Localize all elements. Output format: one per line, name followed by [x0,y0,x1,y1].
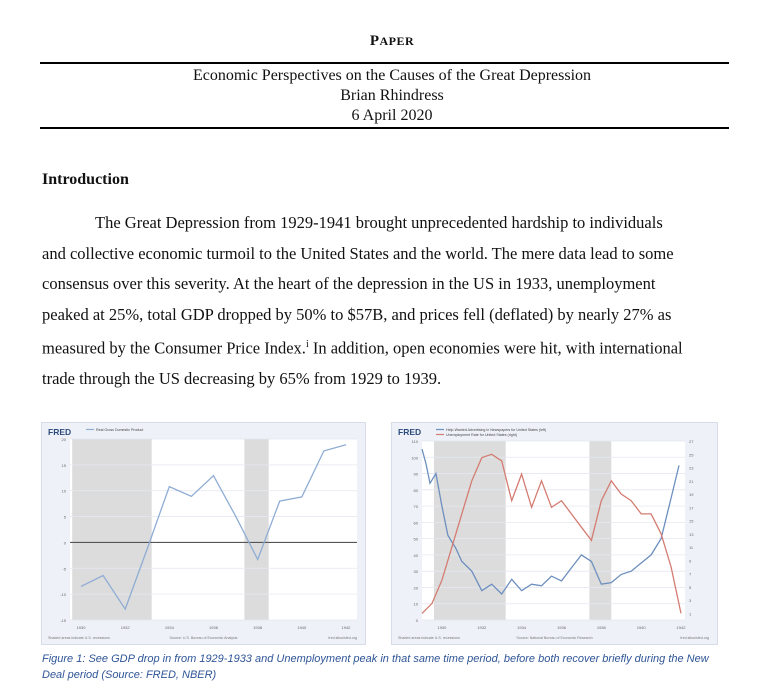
y-tick-label-right: 11 [689,545,694,550]
y-tick-label: 110 [412,439,419,444]
gdp-chart: -15 -10 -5 0 5 10 15 20 1930 1932 1934 1936 1938 1940… [41,422,366,645]
y-tick-label: 40 [414,553,419,558]
y-tick-label: 90 [414,472,419,477]
recession-band [244,439,269,620]
footer-source: Source: National Bureau of Economic Rese… [516,636,592,640]
y-tick-label: 20 [62,437,67,442]
recession-band [589,441,612,620]
title-block: Economic Perspectives on the Causes of t… [0,66,784,126]
y-tick-label-right: 25 [689,452,694,457]
y-tick-label: 20 [414,585,419,590]
y-tick-label: 50 [414,537,419,542]
paper-label-initial: P [369,33,380,49]
y-tick-label: 10 [414,602,419,607]
x-tick-label: 1940 [637,625,647,630]
series-line [421,453,682,614]
unemployment-chart-svg: 0102030405060708090100110135791113151719… [398,427,709,640]
y-tick-label: 100 [411,455,418,460]
y-tick-label: 5 [64,515,67,520]
fred-logo: FRED [48,427,71,437]
x-tick-label: 1934 [165,625,175,630]
y-tick-label: -15 [60,618,67,623]
paragraph-line: consensus over this severity. At the hea… [42,274,656,293]
footer-url: fred.stlouisfed.org [680,636,709,640]
x-tick-label: 1942 [677,625,687,630]
series-line [421,448,680,596]
x-tick-label: 1936 [209,625,219,630]
y-tick-label: 30 [414,569,419,574]
y-tick-label-right: 3 [689,598,692,603]
y-tick-label-right: 7 [689,572,692,577]
intro-paragraph: The Great Depression from 1929-1941 brou… [42,208,732,395]
paper-label-rest: APER [379,34,415,48]
paper-title: Economic Perspectives on the Causes of t… [192,67,592,84]
x-tick-label: 1938 [253,625,263,630]
paragraph-line: The Great Depression from 1929-1941 brou… [95,213,663,232]
paper-label: PAPER [0,33,784,50]
x-tick-label: 1942 [342,625,352,630]
footer-note: Shaded areas indicate U.S. recessions [48,636,110,640]
legend-label: Help-Wanted Advertising in Newspapers fo… [446,428,546,432]
section-heading: Introduction [42,171,129,188]
y-tick-label-right: 15 [689,519,694,524]
top-rule [40,62,729,64]
paragraph-line: measured by the Consumer Price Index.i I… [42,330,732,364]
x-tick-label: 1932 [121,625,131,630]
x-tick-label: 1936 [557,625,567,630]
y-tick-label-right: 5 [689,585,692,590]
paragraph-line: peaked at 25%, total GDP dropped by 50% … [42,304,672,324]
paper-date: 6 April 2020 [351,107,433,124]
legend-label: Unemployment Rate for United States (rig… [446,433,517,437]
y-tick-label-right: 23 [689,466,694,471]
x-tick-label: 1934 [517,625,527,630]
x-tick-label: 1930 [77,625,87,630]
recession-band [433,441,506,620]
paragraph-text: measured by the Consumer Price Index. [42,338,306,358]
x-tick-label: 1938 [597,625,607,630]
y-tick-label: 0 [64,540,67,545]
figure-caption: Figure 1: See GDP drop in from 1929-1933… [42,653,709,681]
y-tick-label: 60 [414,520,419,525]
paragraph-line: trade through the US decreasing by 65% f… [42,369,442,388]
y-tick-label: 0 [416,618,419,623]
y-tick-label-right: 13 [689,532,694,537]
x-tick-label: 1940 [297,625,307,630]
footer-url: fred.stlouisfed.org [328,636,357,640]
unemployment-chart: 0 10 20 30 40 50 60 70 80 90 100 110 1 3 5 7 9 11 13 15 17 19… [391,422,718,645]
series-line [80,444,347,611]
bottom-rule [40,127,729,129]
recession-band [72,439,152,620]
y-tick-label: 15 [62,463,67,468]
y-tick-label-right: 1 [689,611,692,616]
author-name: Brian Rhindress [340,87,444,104]
y-tick-label: 70 [414,504,419,509]
gdp-chart-svg: -15 -10 -5 0 5 10 15 20 1930 1932 1934 1936 1938 1940… [48,427,357,640]
paragraph-line: and collective economic turmoil to the U… [42,243,674,263]
fred-logo: FRED [398,427,421,437]
y-tick-label-right: 17 [689,505,694,510]
y-tick-label-right: 9 [689,558,692,563]
y-tick-label: -5 [62,566,66,571]
y-tick-label: 10 [62,489,67,494]
y-tick-label: 80 [414,488,419,493]
y-tick-label-right: 27 [689,439,694,444]
footer-source: Source: U.S. Bureau of Economic Analysis [170,636,238,640]
legend-label: Real Gross Domestic Product [96,428,143,432]
y-tick-label-right: 19 [689,492,694,497]
x-tick-label: 1932 [477,625,487,630]
y-tick-label: -10 [60,592,67,597]
footer-note: Shaded areas indicate U.S. recessions [398,636,460,640]
footnote-marker[interactable]: i [305,339,309,350]
x-tick-label: 1930 [437,625,447,630]
y-tick-label-right: 21 [689,479,694,484]
paragraph-text: In addition, open economies were hit, wi… [308,338,683,358]
